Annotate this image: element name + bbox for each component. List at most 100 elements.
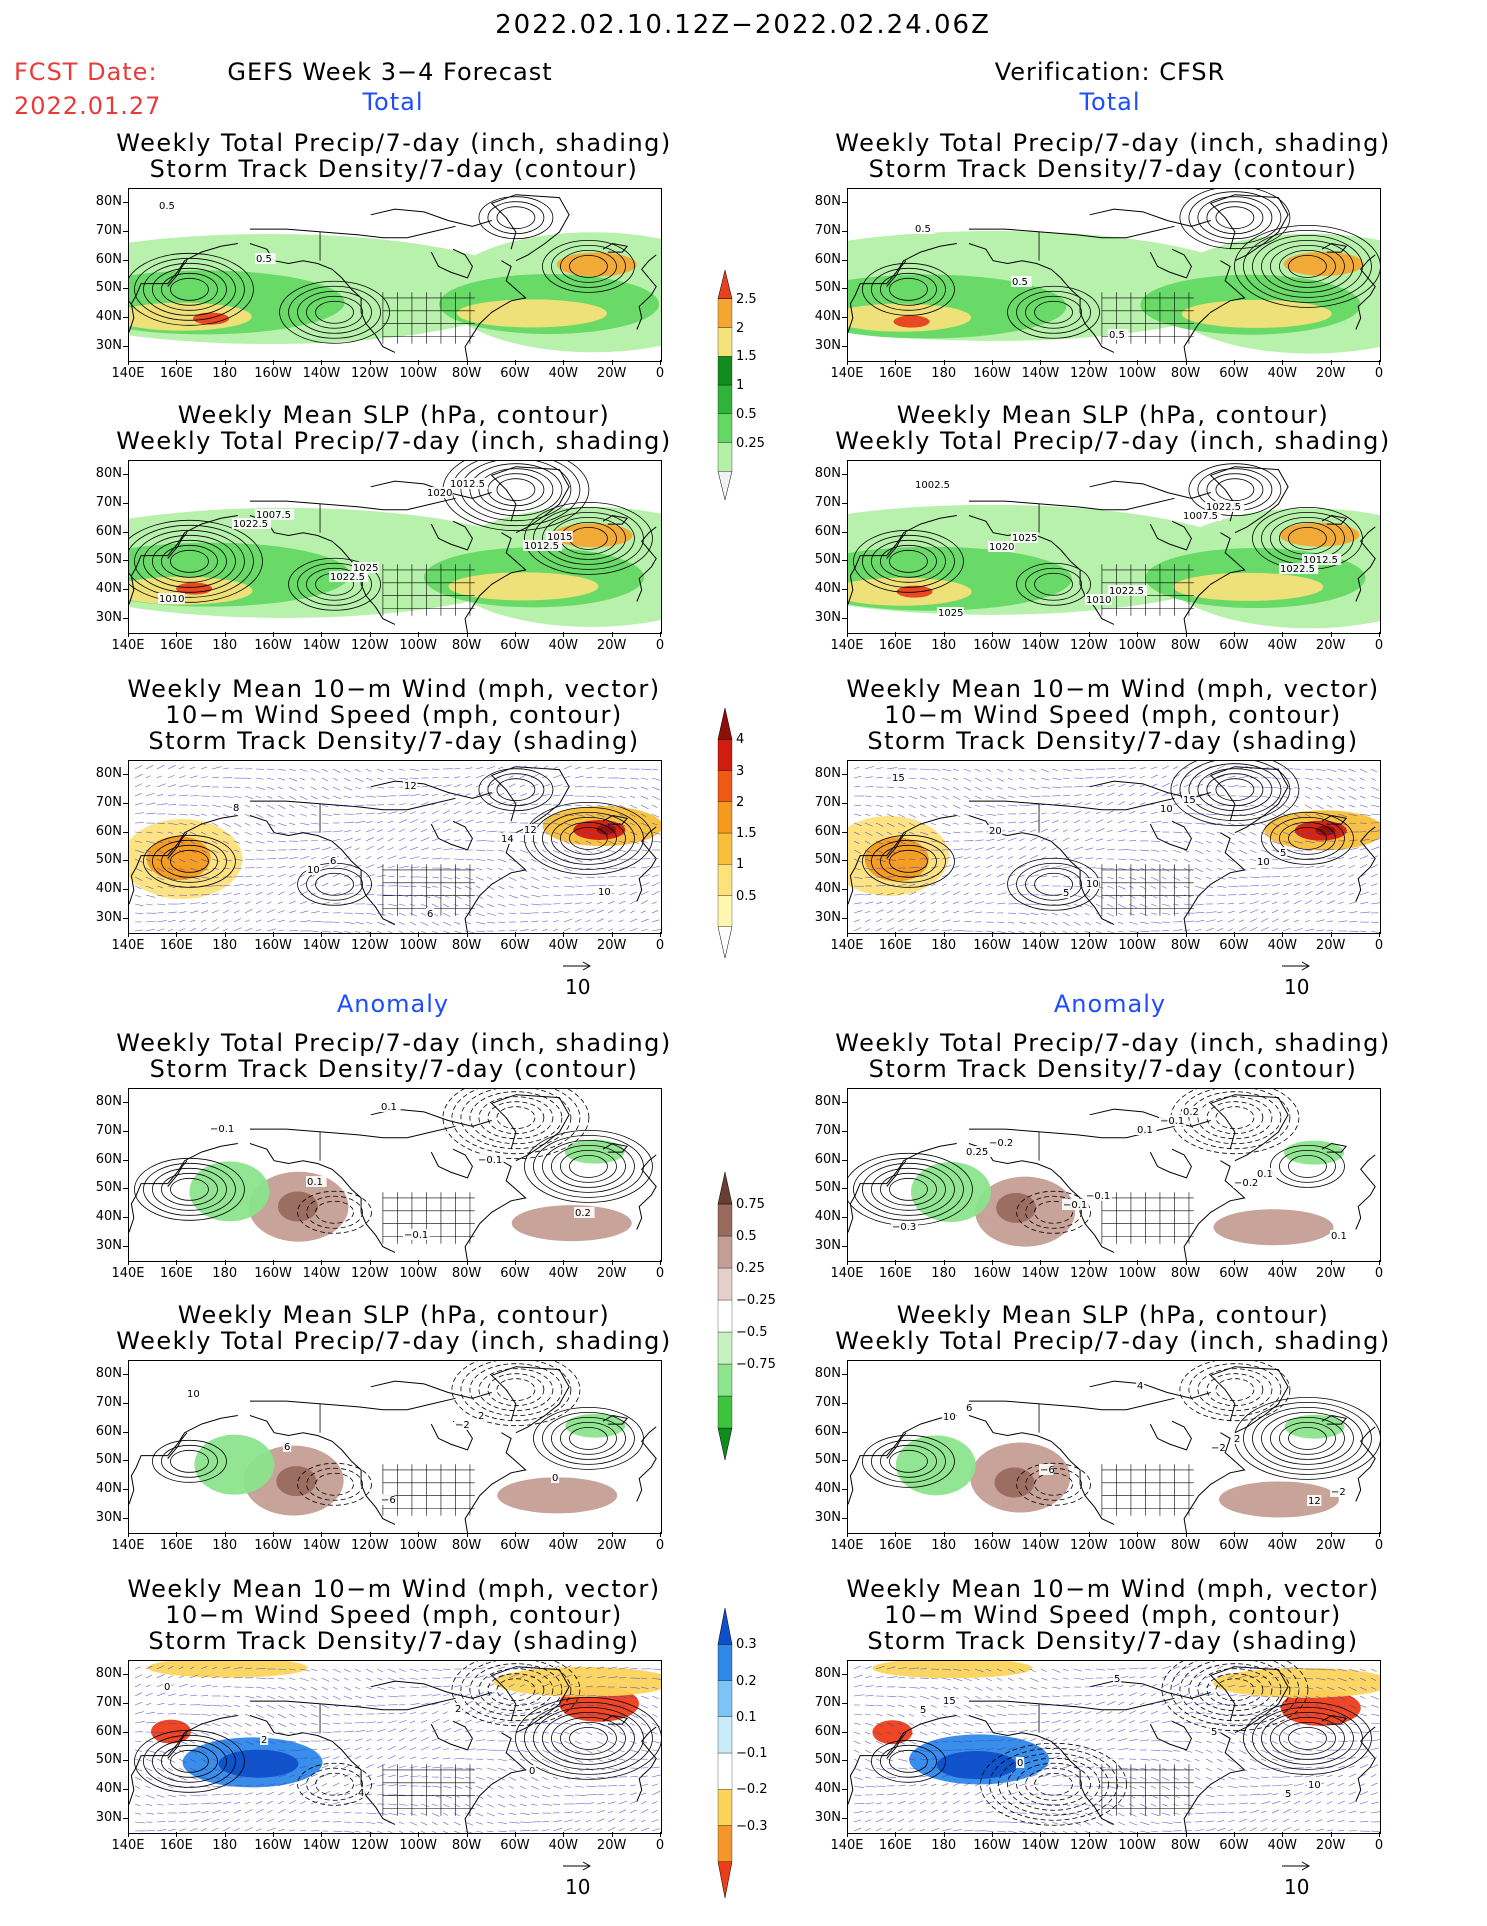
wind-vector [146, 1768, 152, 1771]
wind-vector [1250, 927, 1258, 931]
wind-vector [1283, 1827, 1291, 1831]
wind-vector [289, 857, 298, 859]
wind-vector [377, 1669, 383, 1672]
wind-vector [1129, 868, 1139, 871]
wind-vector [575, 767, 581, 769]
lon-label: 140W [1022, 1266, 1060, 1281]
wind-vector [1129, 802, 1135, 805]
wind-vector [1030, 830, 1036, 832]
wind-vector [465, 768, 472, 769]
lon-label: 40W [1268, 1838, 1297, 1853]
wind-vector [1151, 1822, 1160, 1824]
contour-label: 12 [524, 825, 537, 836]
contour-label: 2 [1234, 1434, 1240, 1445]
wind-vector [454, 1729, 462, 1732]
lat-tick [842, 1703, 847, 1704]
wind-vector [1118, 1777, 1127, 1779]
wind-vector [432, 1747, 441, 1750]
wind-vector [509, 813, 516, 814]
panel-title-line: Weekly Total Precip/7-day (inch, shading… [116, 1328, 672, 1354]
wind-vector [597, 928, 603, 931]
wind-vector [410, 867, 420, 868]
wind-vector [854, 767, 859, 769]
wind-vector [964, 1705, 972, 1709]
wind-vector [322, 865, 329, 868]
shading-region [194, 1435, 274, 1495]
wind-vector [1217, 903, 1224, 904]
wind-vector [1019, 1831, 1026, 1833]
wind-vector [1162, 1712, 1168, 1714]
wind-vector [1250, 1803, 1256, 1804]
coastline [1356, 1155, 1375, 1230]
wind-vector [223, 1714, 232, 1717]
wind-vector [454, 840, 461, 841]
wind-vector [1261, 1768, 1270, 1770]
lon-tick [660, 1260, 661, 1265]
wind-vector [443, 1739, 448, 1741]
wind-vector [201, 1714, 211, 1716]
wind-vector [1316, 891, 1323, 895]
wind-vector [1162, 822, 1168, 823]
wind-vector [1217, 1768, 1223, 1771]
wind-vector [366, 1678, 372, 1681]
wind-vector [1272, 859, 1278, 860]
shading-region [872, 1661, 1032, 1678]
wind-vector [1195, 1804, 1202, 1805]
wind-vector [964, 1811, 971, 1813]
wind-vector [876, 777, 883, 778]
wind-vector [234, 919, 241, 922]
wind-vector [876, 814, 882, 816]
contour-label: 0.2 [575, 1208, 591, 1219]
wind-vector [865, 1811, 872, 1813]
wind-vector [953, 796, 960, 800]
wind-vector [997, 1678, 1002, 1680]
wind-vector [1063, 1669, 1069, 1671]
wind-vector [953, 823, 959, 824]
coastline [371, 1381, 492, 1398]
wind-vector [179, 1795, 186, 1796]
wind-vector [476, 931, 485, 932]
wind-vector [986, 796, 994, 799]
wind-vector [432, 1822, 437, 1825]
wind-vector [135, 765, 142, 769]
wind-vector [1272, 893, 1279, 895]
wind-vector [410, 904, 415, 906]
wind-vector [1107, 1738, 1115, 1741]
wind-vector [942, 778, 950, 781]
wind-vector [564, 912, 570, 913]
lon-label: 40W [1268, 366, 1297, 381]
wind-vector [1052, 931, 1056, 933]
lon-label: 140E [111, 938, 144, 953]
wind-vector [1107, 821, 1112, 823]
wind-vector [953, 874, 959, 877]
wind-vector [520, 1713, 526, 1714]
wind-vector [887, 768, 897, 769]
contour-label: 2 [261, 1735, 267, 1746]
wind-vector [1052, 922, 1058, 925]
wind-vector [975, 823, 983, 824]
wind-vector [854, 1695, 864, 1696]
wind-vector [898, 1768, 908, 1769]
wind-vector [223, 1705, 231, 1707]
wind-vector [1063, 803, 1070, 805]
wind-vector [520, 859, 527, 862]
wind-vector [498, 1768, 506, 1771]
lon-label: 0 [1375, 638, 1383, 653]
wind-vector [652, 778, 661, 781]
wind-vector [1107, 793, 1115, 796]
lon-tick [660, 1532, 661, 1537]
wind-vector [377, 1813, 387, 1814]
wind-vector [1217, 877, 1225, 879]
wind-vector [410, 769, 419, 771]
wind-vector [1261, 1794, 1271, 1795]
wind-vector [1217, 886, 1226, 887]
wind-vector [1063, 1739, 1067, 1741]
colorbar-total-precip [718, 270, 732, 500]
wind-vector [498, 850, 504, 851]
wind-vector [909, 1793, 915, 1795]
wind-vector [377, 1678, 382, 1680]
wind-vector [1316, 866, 1325, 868]
wind-vector [1074, 895, 1082, 897]
wind-vector [1129, 1739, 1138, 1741]
wind-vector [652, 883, 660, 886]
